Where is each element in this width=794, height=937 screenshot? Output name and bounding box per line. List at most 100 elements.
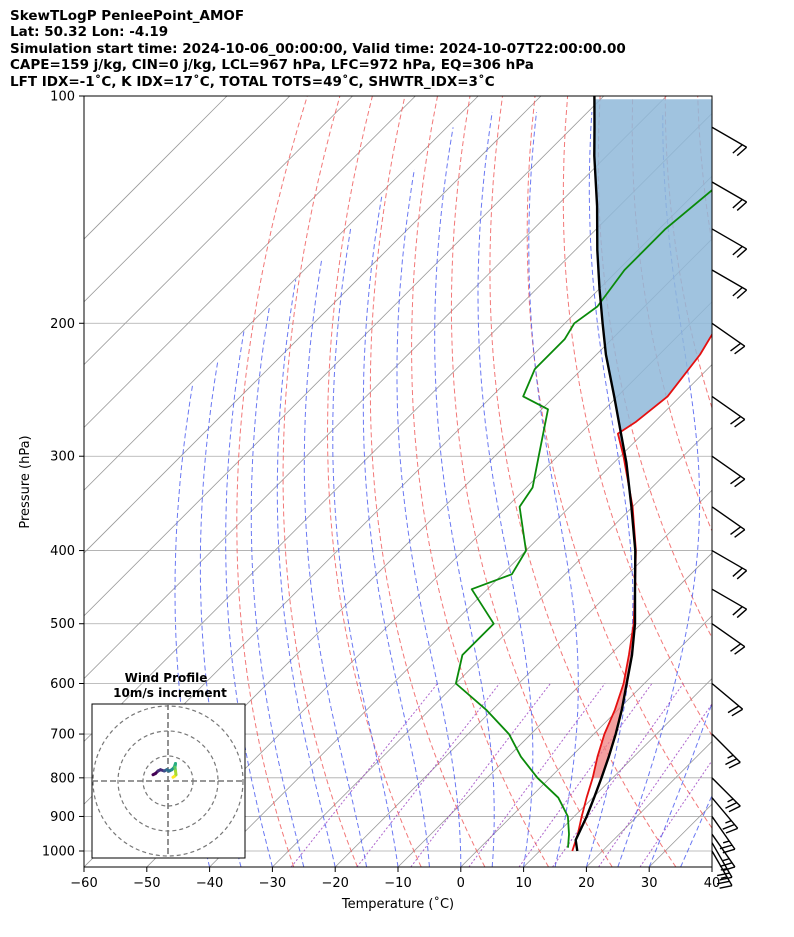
barb-flag xyxy=(728,761,741,769)
stability-parameters: CAPE=159 j/kg, CIN=0 j/kg, LCL=967 hPa, … xyxy=(10,57,534,74)
barb-flag xyxy=(732,606,743,616)
moist-adiabat xyxy=(250,306,305,867)
moist-adiabat xyxy=(477,111,534,867)
barb-staff xyxy=(711,623,746,648)
barb-staff xyxy=(711,126,747,148)
moist-adiabat xyxy=(362,194,430,867)
wind-barb xyxy=(711,682,744,717)
y-tick-label: 100 xyxy=(50,90,75,105)
inset-title: Wind Profile xyxy=(125,671,208,685)
station-location: Lat: 50.32 Lon: -4.19 xyxy=(10,24,169,41)
barb-staff xyxy=(711,816,736,850)
barb-flag xyxy=(725,801,738,809)
simulation-times: Simulation start time: 2024-10-06_00:00:… xyxy=(10,40,626,57)
wind-barb xyxy=(711,833,736,872)
inset-subtitle: 10m/s increment xyxy=(113,686,227,700)
barb-flag xyxy=(722,848,736,854)
wind-barb xyxy=(711,395,746,428)
isotherm-line xyxy=(711,866,712,867)
chart-title: SkewTLogP PenleePoint_AMOF xyxy=(10,8,245,24)
barb-flag xyxy=(732,286,743,297)
wind-barb xyxy=(711,588,748,619)
dry-adiabat xyxy=(763,96,794,867)
barb-flag xyxy=(716,872,730,877)
dry-adiabat xyxy=(489,96,677,867)
barb-half-flag xyxy=(725,820,732,824)
isotherm-line xyxy=(397,552,712,867)
isotherm-line xyxy=(146,301,712,867)
x-tick-label: 20 xyxy=(578,876,595,891)
y-tick-label: 800 xyxy=(50,771,75,786)
dry-adiabat xyxy=(326,96,422,867)
isotherm-line xyxy=(775,96,794,867)
moist-adiabat xyxy=(396,169,462,867)
barb-staff xyxy=(711,797,739,829)
moist-adiabat xyxy=(276,279,336,867)
wind-barb xyxy=(711,777,741,813)
wind-barb xyxy=(711,455,746,488)
isotherm-line xyxy=(272,426,712,867)
x-tick-label: 30 xyxy=(641,876,658,891)
dewpoint-line xyxy=(454,189,712,848)
cape-area xyxy=(594,99,712,463)
x-axis-label: Temperature (˚C) xyxy=(341,896,454,912)
isotherm-line xyxy=(84,96,353,366)
x-tick-label: 0 xyxy=(457,876,465,891)
isotherm-line xyxy=(460,615,712,867)
moist-adiabat xyxy=(680,794,712,867)
y-tick-label: 1000 xyxy=(42,845,75,860)
barb-flag xyxy=(736,289,748,299)
barb-staff xyxy=(711,682,744,710)
y-tick-label: 500 xyxy=(50,617,75,632)
barb-flag xyxy=(730,415,742,425)
moist-adiabat xyxy=(199,361,242,867)
wind-profile-inset: Wind Profile 10m/s increment xyxy=(91,671,246,859)
profiles xyxy=(454,96,712,852)
barb-flag xyxy=(732,567,743,577)
dry-adiabat xyxy=(411,96,550,867)
moist-adiabat xyxy=(332,228,399,867)
dry-adiabat xyxy=(369,96,486,867)
barb-staff xyxy=(711,842,733,878)
barb-staff xyxy=(711,549,747,572)
moist-adiabat xyxy=(528,111,579,867)
barb-staff xyxy=(711,322,746,347)
dry-adiabat xyxy=(562,96,712,737)
wind-barb xyxy=(711,623,746,655)
hodograph-segment xyxy=(171,775,176,779)
mixing-ratio-line xyxy=(290,683,438,867)
moist-adiabat xyxy=(617,112,701,867)
barb-flag xyxy=(719,876,733,881)
moist-adiabat xyxy=(225,331,273,867)
stability-indices: LFT IDX=-1˚C, K IDX=17˚C, TOTAL TOTS=49˚… xyxy=(10,73,495,90)
barb-flag xyxy=(736,248,748,258)
barb-flag xyxy=(727,705,740,714)
mixing-ratio-line xyxy=(518,683,653,867)
chart-header: SkewTLogP PenleePoint_AMOF Lat: 50.32 Lo… xyxy=(10,8,626,90)
barb-flag xyxy=(736,608,748,619)
barb-half-flag xyxy=(722,840,730,844)
isotherm-line xyxy=(334,489,712,867)
wind-barb xyxy=(711,549,748,580)
wind-barb xyxy=(711,797,739,834)
barb-staff xyxy=(711,733,741,763)
barb-flag xyxy=(719,862,733,868)
wind-barb xyxy=(711,816,736,854)
barb-half-flag xyxy=(727,798,734,803)
barb-staff xyxy=(711,850,733,886)
isotherm-line xyxy=(84,96,416,428)
mixing-ratio-line xyxy=(552,683,684,867)
barb-flag xyxy=(722,866,736,872)
x-tick-label: −20 xyxy=(321,876,348,891)
x-axis-ticks: −60 −50 −40 −30 −20 −10 0 10 20 30 40 xyxy=(70,867,720,891)
moist-adiabat xyxy=(303,260,368,867)
barb-staff xyxy=(711,269,747,291)
barb-flag xyxy=(730,526,742,535)
isotherm-line xyxy=(84,96,291,303)
wind-barb xyxy=(711,181,748,211)
y-axis-ticks: 1000 900 800 700 600 500 400 300 200 100 xyxy=(42,90,84,860)
isotherm-line xyxy=(84,96,479,491)
barb-staff xyxy=(711,228,747,250)
x-tick-label: 40 xyxy=(704,876,721,891)
